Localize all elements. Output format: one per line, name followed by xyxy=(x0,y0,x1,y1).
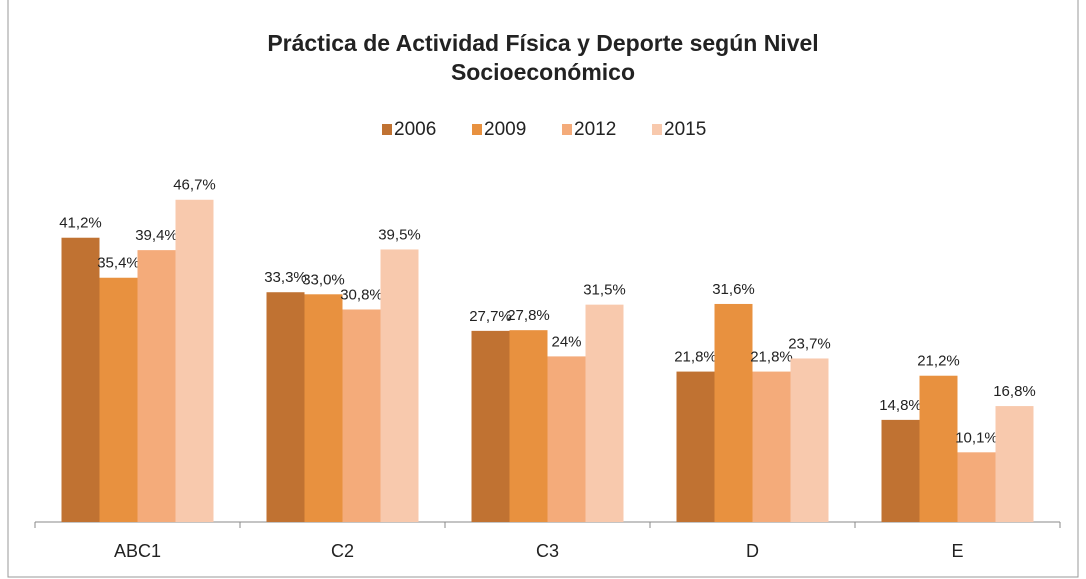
bar xyxy=(547,356,586,522)
legend-label: 2015 xyxy=(664,119,706,140)
legend-label: 2006 xyxy=(394,119,436,140)
data-label: 14,8% xyxy=(879,397,922,414)
bar xyxy=(304,294,343,522)
bar xyxy=(137,250,176,522)
data-label: 31,5% xyxy=(583,282,626,299)
bar xyxy=(99,277,138,522)
data-label: 23,7% xyxy=(788,335,831,352)
bar xyxy=(881,419,920,522)
data-label: 39,4% xyxy=(135,227,178,244)
bar xyxy=(61,237,100,522)
bar xyxy=(995,406,1034,522)
bar xyxy=(266,292,305,522)
data-label: 21,8% xyxy=(674,349,717,366)
bar xyxy=(752,371,791,522)
bar xyxy=(471,330,510,522)
bar xyxy=(380,249,419,522)
data-label: 35,4% xyxy=(97,255,140,272)
data-label: 24% xyxy=(551,333,581,350)
legend-label: 2009 xyxy=(484,119,526,140)
legend-swatch xyxy=(562,124,572,135)
legend-label: 2012 xyxy=(574,119,616,140)
data-label: 27,7% xyxy=(469,308,512,325)
data-label: 21,2% xyxy=(917,353,960,370)
bar xyxy=(676,371,715,522)
data-label: 30,8% xyxy=(340,286,383,303)
bar xyxy=(957,452,996,522)
x-tick-label: C2 xyxy=(331,541,354,561)
legend-swatch xyxy=(472,124,482,135)
x-tick-label: C3 xyxy=(536,541,559,561)
chart-title: Socioeconómico xyxy=(451,59,635,85)
data-label: 33,3% xyxy=(264,269,307,286)
bar xyxy=(714,303,753,522)
data-label: 21,8% xyxy=(750,349,793,366)
data-label: 39,5% xyxy=(378,226,421,243)
chart-title: Práctica de Actividad Física y Deporte s… xyxy=(267,30,818,56)
data-label: 33,0% xyxy=(302,271,345,288)
bar xyxy=(175,199,214,522)
data-label: 46,7% xyxy=(173,177,216,194)
bar xyxy=(342,309,381,522)
x-tick-label: ABC1 xyxy=(114,541,161,561)
x-tick-label: D xyxy=(746,541,759,561)
bar xyxy=(509,330,548,522)
data-label: 41,2% xyxy=(59,215,102,232)
bar xyxy=(790,358,829,522)
bar xyxy=(585,304,624,522)
legend-swatch xyxy=(382,124,392,135)
bar xyxy=(919,375,958,522)
data-label: 10,1% xyxy=(955,429,998,446)
data-label: 31,6% xyxy=(712,281,755,298)
x-tick-label: E xyxy=(951,541,963,561)
data-label: 16,8% xyxy=(993,383,1036,400)
legend-swatch xyxy=(652,124,662,135)
data-label: 27,8% xyxy=(507,307,550,324)
